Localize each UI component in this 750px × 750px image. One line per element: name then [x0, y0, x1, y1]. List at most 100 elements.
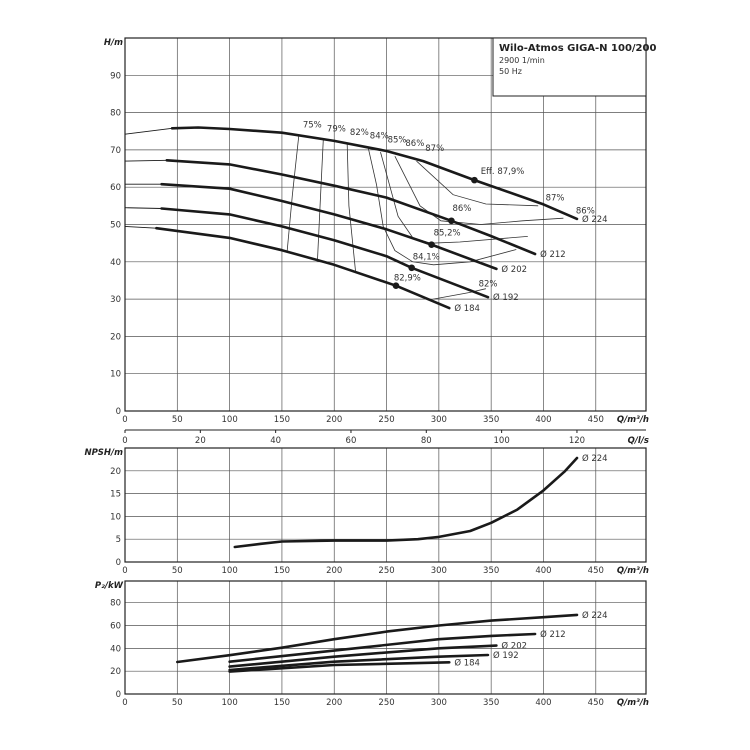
y-tick-label: 80 — [110, 599, 121, 609]
y-tick-label: 90 — [110, 71, 121, 81]
x-tick-label: 0 — [122, 566, 127, 576]
x-tick-label: 300 — [431, 566, 447, 576]
y-axis-label: H/m — [104, 38, 123, 48]
x-tick-label: 350 — [483, 415, 499, 425]
x-tick-label: 300 — [431, 698, 447, 708]
best-efficiency-point — [428, 241, 435, 248]
plot-frame — [124, 37, 647, 412]
y-tick-label: 0 — [116, 558, 121, 568]
y-tick-label: 15 — [110, 490, 121, 500]
y-tick-label: 50 — [110, 221, 121, 231]
x-tick-label: 50 — [172, 566, 183, 576]
efficiency-annotation: 82% — [350, 128, 369, 138]
secondary-x-tick-label: 80 — [421, 436, 432, 446]
series-lead-line — [124, 159, 167, 162]
x-tick-label: 50 — [172, 698, 183, 708]
series-label: Ø 212 — [540, 629, 566, 640]
y-axis-label: NPSH/m — [84, 448, 123, 458]
iso-efficiency-line — [317, 139, 324, 260]
series-lead-line — [124, 207, 162, 209]
series-label: Ø 224 — [582, 453, 608, 464]
x-tick-label: 200 — [326, 566, 342, 576]
x-tick-label: 0 — [122, 415, 127, 425]
iso-efficiency-line — [416, 160, 539, 207]
plot-frame — [124, 580, 647, 695]
x-tick-label: 150 — [274, 415, 290, 425]
iso-efficiency-line — [346, 144, 356, 272]
efficiency-annotation: 85,2% — [434, 228, 461, 238]
efficiency-annotation: 82% — [479, 279, 498, 289]
efficiency-annotation: 86% — [576, 206, 595, 216]
y-tick-label: 70 — [110, 146, 121, 156]
efficiency-annotation: 87% — [425, 144, 444, 154]
best-efficiency-point — [448, 217, 455, 225]
x-tick-label: 200 — [326, 415, 342, 425]
series-label: Ø 224 — [582, 214, 608, 225]
iso-efficiency-line — [367, 147, 517, 266]
x-tick-label: 250 — [378, 698, 394, 708]
y-tick-label: 10 — [110, 370, 121, 380]
x-tick-label: 400 — [535, 415, 551, 425]
x-tick-label: 0 — [122, 698, 127, 708]
efficiency-annotation: 82,9% — [394, 273, 421, 283]
series-line-0 — [233, 456, 579, 549]
efficiency-annotation: 75% — [303, 121, 322, 131]
y-tick-label: 20 — [110, 332, 121, 342]
series-label: Ø 192 — [493, 292, 519, 303]
efficiency-annotation: 86% — [405, 139, 424, 149]
series-line-1 — [228, 632, 537, 664]
y-tick-label: 30 — [110, 295, 121, 305]
series-label: Ø 202 — [501, 641, 527, 652]
series-line-2 — [160, 182, 498, 271]
x-axis-label: Q/m³/h — [617, 566, 649, 576]
series-lead-line — [124, 127, 173, 135]
x-tick-label: 450 — [588, 566, 604, 576]
series-label: Ø 212 — [540, 249, 566, 260]
iso-efficiency-line — [286, 136, 300, 251]
iso-efficiency-line — [394, 156, 564, 225]
secondary-x-tick-label: 60 — [346, 436, 357, 446]
title-box: Wilo-Atmos GIGA-N 100/200 2900 1/min 50 … — [492, 37, 656, 97]
x-tick-label: 100 — [222, 698, 238, 708]
best-efficiency-point — [392, 282, 400, 289]
secondary-x-tick-label: 120 — [569, 436, 585, 446]
y-tick-label: 0 — [116, 690, 121, 700]
x-tick-label: 450 — [588, 415, 604, 425]
y-tick-label: 0 — [116, 407, 121, 417]
x-axis-label: Q/m³/h — [617, 415, 649, 425]
y-tick-label: 5 — [116, 535, 121, 545]
x-tick-label: 50 — [172, 415, 183, 425]
x-tick-label: 250 — [378, 566, 394, 576]
secondary-x-tick-label: 100 — [494, 436, 510, 446]
x-tick-label: 450 — [588, 698, 604, 708]
series-line-4 — [228, 660, 451, 673]
y-tick-label: 40 — [110, 258, 121, 268]
secondary-x-tick-label: 40 — [270, 436, 281, 446]
x-tick-label: 150 — [274, 566, 290, 576]
y-tick-label: 20 — [110, 467, 121, 477]
series-lead-line — [124, 225, 157, 229]
x-tick-label: 100 — [222, 415, 238, 425]
y-tick-label: 80 — [110, 109, 121, 119]
x-tick-label: 350 — [483, 566, 499, 576]
y-tick-label: 60 — [110, 622, 121, 632]
series-line-2 — [228, 644, 498, 668]
best-efficiency-point — [408, 264, 415, 272]
x-axis-label: Q/m³/h — [617, 698, 649, 708]
efficiency-annotation: 85% — [388, 135, 407, 145]
y-tick-label: 40 — [110, 644, 121, 654]
plot-frame — [124, 447, 647, 563]
y-tick-label: 10 — [110, 512, 121, 522]
x-tick-label: 100 — [222, 566, 238, 576]
series-line-0 — [170, 126, 579, 221]
pump-speed: 2900 1/min — [499, 56, 545, 65]
efficiency-annotation: 79% — [327, 124, 346, 134]
series-label: Ø 192 — [493, 650, 519, 661]
efficiency-annotation: 87% — [546, 193, 565, 203]
y-tick-label: 20 — [110, 667, 121, 677]
efficiency-annotation: 84,1% — [413, 253, 440, 263]
series-label: Ø 184 — [454, 303, 480, 314]
efficiency-annotation: Eff. 87,9% — [481, 167, 525, 177]
pump-frequency: 50 Hz — [499, 67, 522, 76]
y-axis-label: P₂/kW — [95, 581, 124, 591]
